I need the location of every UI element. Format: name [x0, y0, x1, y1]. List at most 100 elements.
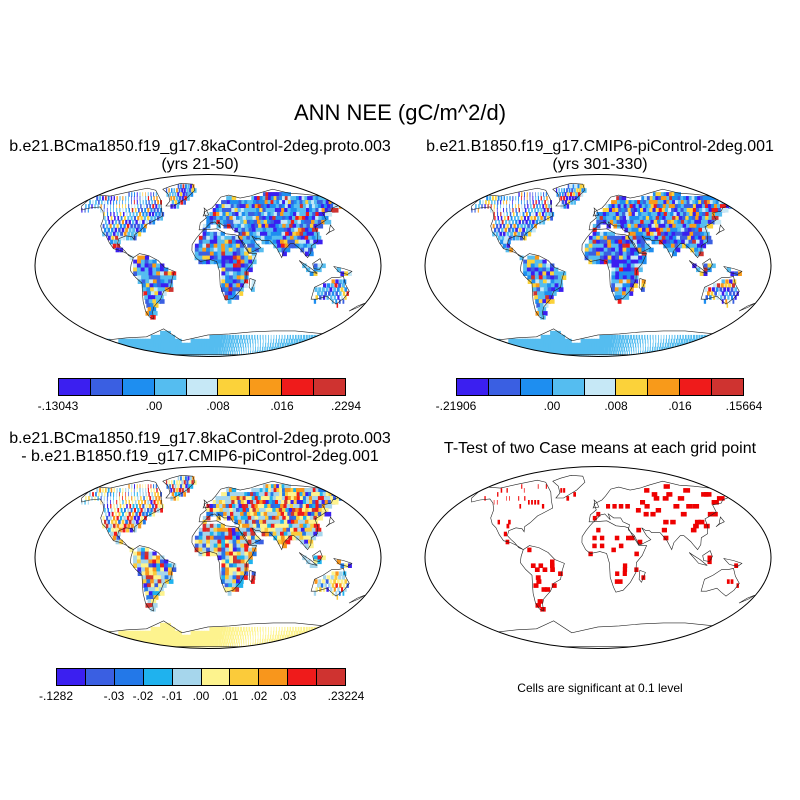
grid-cell — [242, 508, 248, 513]
grid-cell — [258, 200, 265, 205]
panel-1-map — [34, 174, 382, 357]
grid-cell — [674, 350, 678, 356]
grid-cell — [230, 511, 235, 517]
grid-cell — [222, 642, 225, 648]
grid-cell — [232, 216, 238, 221]
grid-cell — [188, 480, 192, 485]
grid-cell — [248, 346, 249, 352]
grid-cell — [270, 523, 276, 529]
grid-cell — [492, 342, 501, 348]
grid-cell — [228, 500, 233, 505]
grid-cell — [167, 567, 173, 572]
grid-cell — [607, 243, 612, 249]
grid-cell — [114, 227, 118, 233]
grid-cell — [160, 216, 163, 221]
grid-cell — [550, 216, 553, 221]
grid-cell — [117, 638, 125, 644]
grid-cell — [147, 196, 149, 201]
grid-cell — [226, 488, 231, 493]
grid-cell — [269, 350, 272, 356]
grid-cell — [263, 204, 270, 209]
grid-cell — [201, 346, 206, 352]
grid-cell — [217, 626, 221, 632]
grid-cell — [268, 630, 269, 636]
grid-cell — [300, 511, 308, 517]
grid-cell — [243, 511, 249, 517]
grid-cell — [190, 350, 195, 356]
grid-cell — [286, 212, 293, 217]
grid-cell — [251, 543, 257, 549]
grid-cell — [240, 208, 246, 213]
grid-cell — [630, 267, 636, 273]
grid-cell — [609, 216, 614, 221]
grid-cell — [239, 216, 245, 221]
grid-cell — [240, 334, 242, 340]
grid-cell — [94, 342, 103, 348]
grid-cell — [225, 500, 230, 505]
grid-cell — [622, 247, 628, 253]
grid-cell — [292, 626, 294, 632]
grid-cell — [244, 551, 249, 557]
grid-cell — [137, 223, 140, 229]
grid-cell — [257, 204, 264, 209]
grid-cell — [143, 583, 149, 588]
grid-cell — [131, 492, 132, 497]
grid-cell — [136, 555, 142, 561]
grid-cell — [507, 216, 510, 221]
coastline — [310, 568, 350, 597]
grid-cell — [174, 200, 177, 205]
grid-cell — [618, 243, 624, 249]
grid-cell — [202, 255, 207, 261]
grid-cell — [257, 212, 263, 217]
grid-cell — [687, 334, 690, 340]
coastline — [129, 253, 175, 320]
grid-cell — [119, 492, 120, 497]
grid-cell — [148, 219, 152, 225]
grid-cell — [529, 192, 531, 197]
grid-cell — [632, 334, 635, 340]
grid-cell — [602, 334, 606, 340]
grid-cell — [506, 488, 508, 493]
grid-cell — [225, 567, 230, 572]
colorbar-swatch — [154, 379, 187, 395]
grid-cell — [222, 630, 226, 636]
grid-cell — [624, 334, 627, 340]
grid-cell — [152, 555, 157, 561]
grid-cell — [547, 283, 552, 288]
grid-cell — [252, 630, 254, 636]
grid-cell — [237, 342, 239, 348]
grid-cell — [275, 496, 282, 501]
grid-cell — [307, 346, 312, 352]
grid-cell — [650, 204, 657, 209]
grid-cell — [229, 200, 235, 205]
grid-cell — [236, 263, 242, 269]
grid-cell — [536, 287, 542, 292]
colorbar-tick-label: -.01 — [161, 689, 183, 703]
grid-cell — [612, 216, 618, 221]
grid-cell — [311, 342, 315, 348]
grid-cell — [638, 212, 644, 217]
grid-cell — [630, 255, 636, 261]
grid-cell — [246, 219, 252, 225]
grid-cell — [110, 216, 113, 221]
grid-cell — [116, 208, 118, 213]
grid-cell — [251, 196, 257, 201]
grid-cell — [156, 208, 159, 213]
grid-cell — [537, 295, 543, 300]
grid-cell — [123, 212, 125, 217]
grid-cell — [121, 227, 125, 233]
grid-cell — [325, 579, 329, 584]
grid-cell — [238, 338, 241, 344]
grid-cell — [236, 271, 242, 276]
grid-cell — [606, 350, 609, 356]
grid-cell — [323, 575, 327, 580]
grid-cell — [623, 219, 628, 225]
grid-cell — [636, 338, 639, 344]
grid-cell — [508, 519, 511, 525]
grid-cell — [278, 515, 285, 521]
grid-cell — [113, 492, 115, 497]
grid-cell — [113, 515, 116, 521]
grid-cell — [160, 567, 165, 572]
grid-cell — [503, 223, 506, 229]
grid-cell — [675, 338, 678, 344]
